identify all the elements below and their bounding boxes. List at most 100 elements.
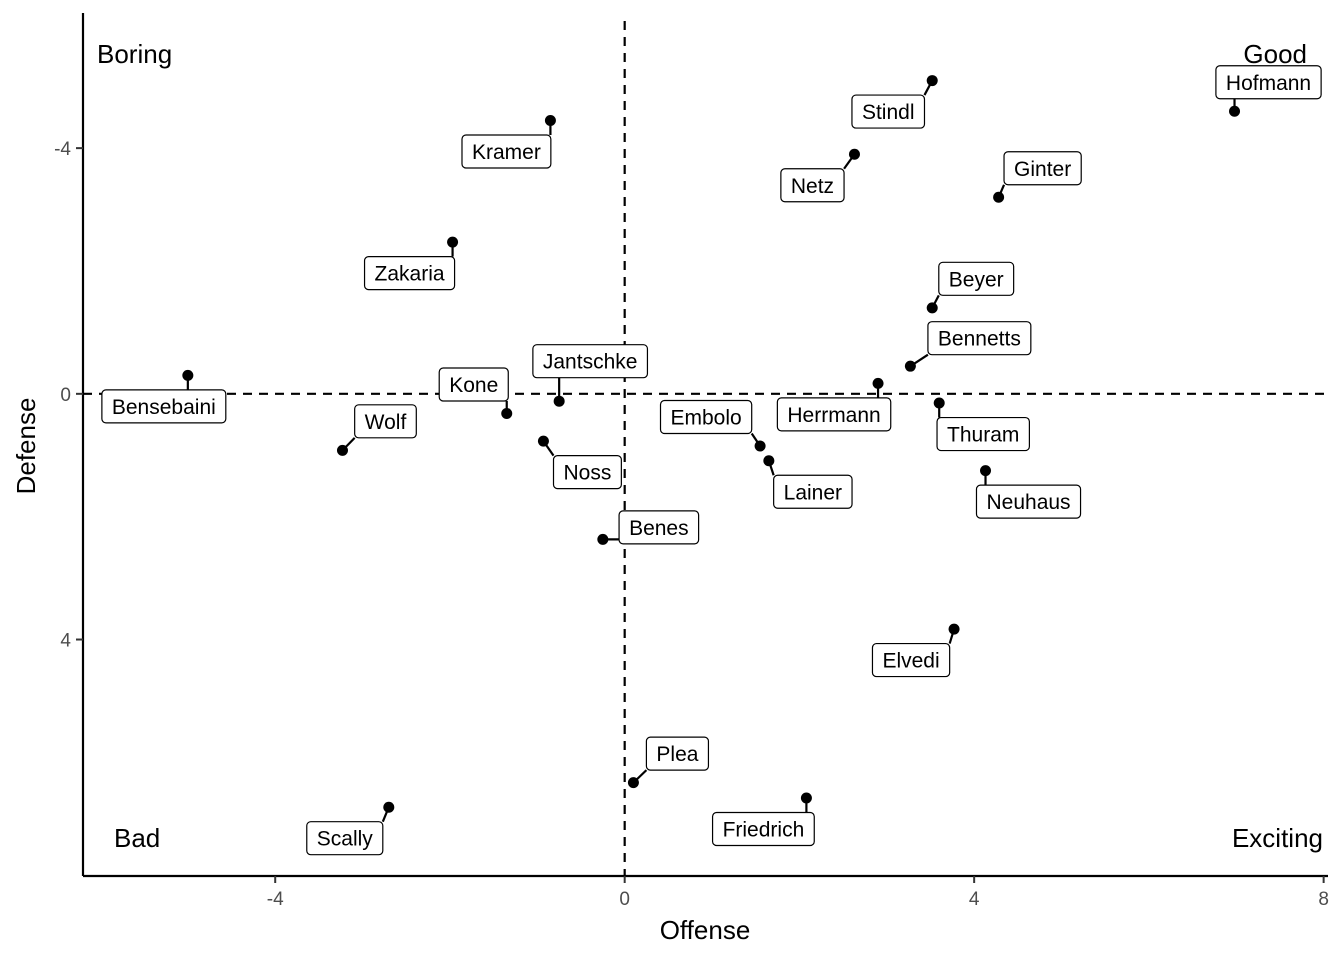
- point-label: Kramer: [461, 134, 552, 169]
- point-label: Ginter: [1003, 151, 1082, 186]
- point-label-text: Scally: [317, 828, 374, 851]
- point-label-text: Jantschke: [543, 351, 638, 374]
- data-point: [1229, 105, 1241, 117]
- point-label-text: Friedrich: [723, 818, 805, 841]
- x-axis-title: Offense: [660, 915, 751, 945]
- point-label: Scally: [306, 821, 384, 856]
- point-label: Neuhaus: [975, 484, 1082, 519]
- y-tick-label: 0: [60, 385, 71, 406]
- point-label: Elvedi: [871, 642, 951, 678]
- point-label: Embolo: [659, 399, 753, 435]
- quadrant-label-bottom-left: Bad: [114, 823, 160, 853]
- point-label-text: Thuram: [947, 424, 1019, 447]
- data-point: [627, 777, 639, 789]
- point-label: Noss: [552, 455, 622, 490]
- point-label-box: [363, 256, 456, 291]
- point-label-box: [354, 404, 417, 439]
- point-label-text: Noss: [564, 462, 612, 485]
- point-label-box: [461, 134, 552, 169]
- point-label-box: [975, 484, 1082, 519]
- data-point: [926, 302, 938, 314]
- data-point: [383, 801, 395, 813]
- point-label-text: Zakaria: [375, 263, 445, 286]
- point-label: Bensebaini: [101, 389, 227, 424]
- data-point: [597, 533, 609, 545]
- point-label-text: Ginter: [1014, 158, 1071, 181]
- quadrant-label-top-left: Boring: [97, 39, 172, 69]
- y-tick-label: 4: [60, 631, 71, 652]
- point-label-box: [532, 344, 649, 379]
- data-point: [948, 623, 960, 635]
- point-label-box: [552, 455, 622, 490]
- point-label-text: Herrmann: [787, 404, 880, 427]
- point-label-text: Hofmann: [1226, 72, 1311, 95]
- point-label-box: [927, 321, 1032, 356]
- point-label-box: [618, 510, 700, 545]
- point-label: Plea: [645, 736, 710, 771]
- quadrant-label-top-right: Good: [1243, 39, 1307, 69]
- data-point: [763, 455, 775, 467]
- point-label-text: Stindl: [862, 101, 915, 124]
- point-label: Hofmann: [1215, 65, 1322, 100]
- point-label: Friedrich: [711, 811, 815, 847]
- point-label-box: [101, 389, 227, 424]
- data-point: [993, 191, 1005, 203]
- x-tick-label: -4: [267, 889, 284, 910]
- point-label-text: Netz: [791, 175, 834, 198]
- point-label-box: [780, 168, 845, 203]
- data-point: [980, 465, 992, 477]
- point-label-box: [438, 367, 509, 402]
- point-label-text: Bensebaini: [112, 396, 216, 419]
- x-tick-label: 8: [1318, 889, 1329, 910]
- data-point: [544, 114, 556, 126]
- quadrant-label-bottom-right: Exciting: [1232, 823, 1323, 853]
- point-label: Zakaria: [363, 256, 456, 291]
- point-label-text: Elvedi: [882, 650, 939, 673]
- point-label: Wolf: [354, 404, 417, 439]
- point-label: Beyer: [938, 261, 1015, 296]
- point-label-box: [659, 399, 753, 435]
- point-label-box: [1215, 65, 1322, 100]
- point-label-box: [306, 821, 384, 856]
- point-label-text: Kone: [449, 374, 498, 397]
- point-label-box: [851, 94, 926, 129]
- point-label-text: Beyer: [949, 268, 1004, 291]
- x-tick-label: 4: [969, 889, 980, 910]
- point-label-box: [1003, 151, 1082, 186]
- point-label-text: Bennetts: [938, 328, 1021, 351]
- data-point: [933, 397, 945, 409]
- point-label-text: Wolf: [365, 411, 407, 434]
- axes: [81, 13, 1328, 878]
- y-axis-title: Defense: [11, 398, 41, 495]
- point-labels: Hofmann Stindl Kramer Netz Ginter Zakaria Beye…: [101, 65, 1322, 856]
- point-label: Netz: [780, 168, 845, 203]
- data-point: [336, 444, 348, 456]
- point-label-text: Embolo: [671, 407, 742, 430]
- point-label: Jantschke: [532, 344, 649, 379]
- data-point: [754, 440, 766, 452]
- point-label: Herrmann: [776, 397, 892, 432]
- point-label-box: [871, 642, 951, 678]
- point-label: Lainer: [773, 474, 853, 509]
- data-point: [501, 407, 513, 419]
- point-label: Thuram: [936, 416, 1030, 452]
- point-label-box: [776, 397, 892, 432]
- point-label: Bennetts: [927, 321, 1032, 356]
- y-tick-label: -4: [54, 139, 71, 160]
- point-label: Stindl: [851, 94, 926, 129]
- point-label-text: Plea: [656, 743, 698, 766]
- y-axis-ticks: -4 0 4: [54, 139, 83, 652]
- point-label-text: Kramer: [472, 141, 541, 164]
- data-point: [553, 395, 565, 407]
- point-label-box: [773, 474, 853, 509]
- point-label: Benes: [618, 510, 700, 545]
- data-point: [926, 75, 938, 87]
- point-label: Kone: [438, 367, 509, 402]
- data-point: [904, 360, 916, 372]
- data-point: [182, 369, 194, 381]
- data-point: [848, 148, 860, 160]
- point-label-text: Neuhaus: [986, 491, 1070, 514]
- data-points: [182, 75, 1241, 823]
- point-label-box: [936, 416, 1030, 452]
